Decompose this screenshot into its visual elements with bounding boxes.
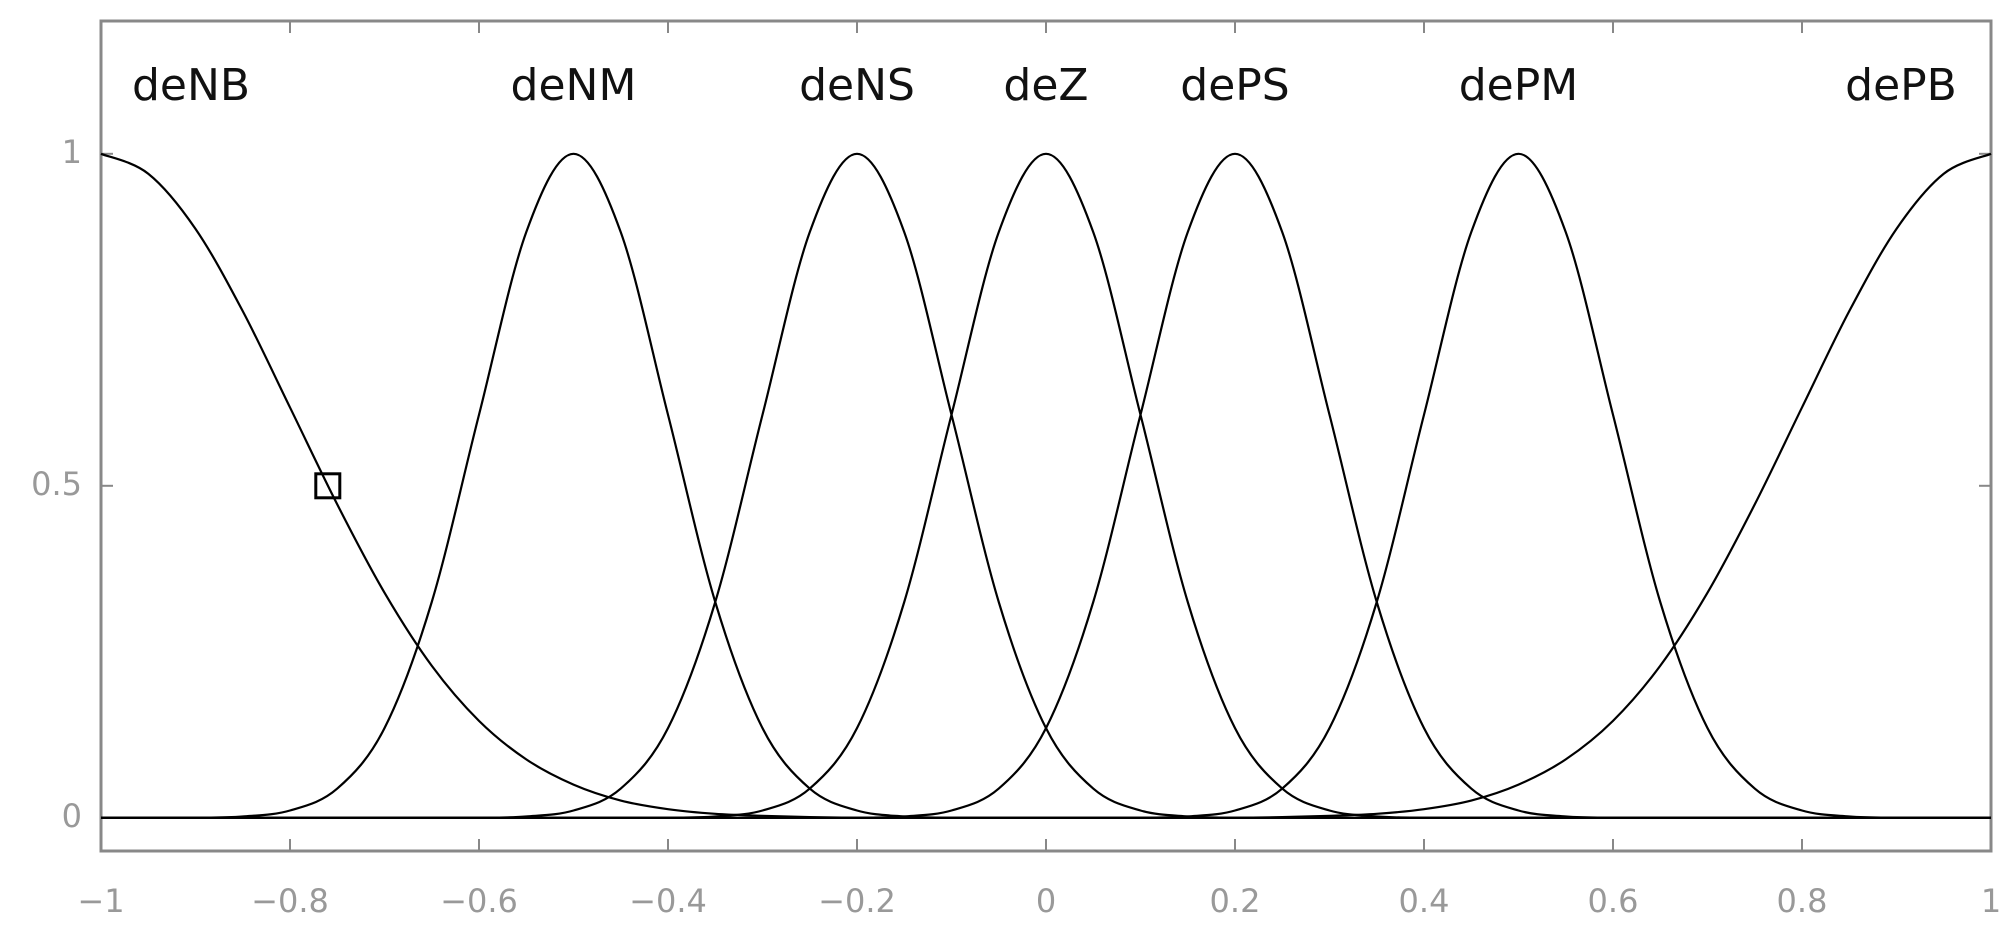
membership-curve — [101, 152, 1991, 819]
membership-curve — [101, 152, 1991, 819]
x-tick-label: −0.4 — [629, 882, 707, 920]
curve-label: deNS — [799, 60, 915, 111]
curve-label: dePB — [1845, 60, 1957, 111]
x-tick-label: 1 — [1981, 882, 2001, 920]
curve-label: deZ — [1003, 60, 1088, 111]
membership-curve — [101, 152, 1991, 819]
y-tick-label: 0 — [62, 797, 82, 835]
x-tick-label: −0.8 — [251, 882, 329, 920]
x-tick-label: 0 — [1036, 882, 1056, 920]
x-tick-label: 0.4 — [1399, 882, 1450, 920]
curve-label: dePM — [1459, 60, 1579, 111]
y-tick-label: 1 — [62, 133, 82, 171]
membership-curve — [100, 152, 1991, 819]
x-tick-label: −0.6 — [440, 882, 518, 920]
curve-label: deNB — [132, 60, 250, 111]
y-tick-label: 0.5 — [31, 465, 82, 503]
x-tick-label: 0.8 — [1777, 882, 1828, 920]
curve-label: deNM — [511, 60, 637, 111]
x-tick-label: −1 — [77, 882, 124, 920]
x-tick-label: −0.2 — [818, 882, 896, 920]
x-tick-label: 0.6 — [1588, 882, 1639, 920]
curve-label: dePS — [1180, 60, 1289, 111]
membership-curve — [101, 152, 1991, 819]
membership-curve — [101, 152, 1991, 819]
x-tick-label: 0.2 — [1210, 882, 1261, 920]
membership-curve — [101, 152, 1992, 819]
selection-marker — [314, 472, 342, 500]
